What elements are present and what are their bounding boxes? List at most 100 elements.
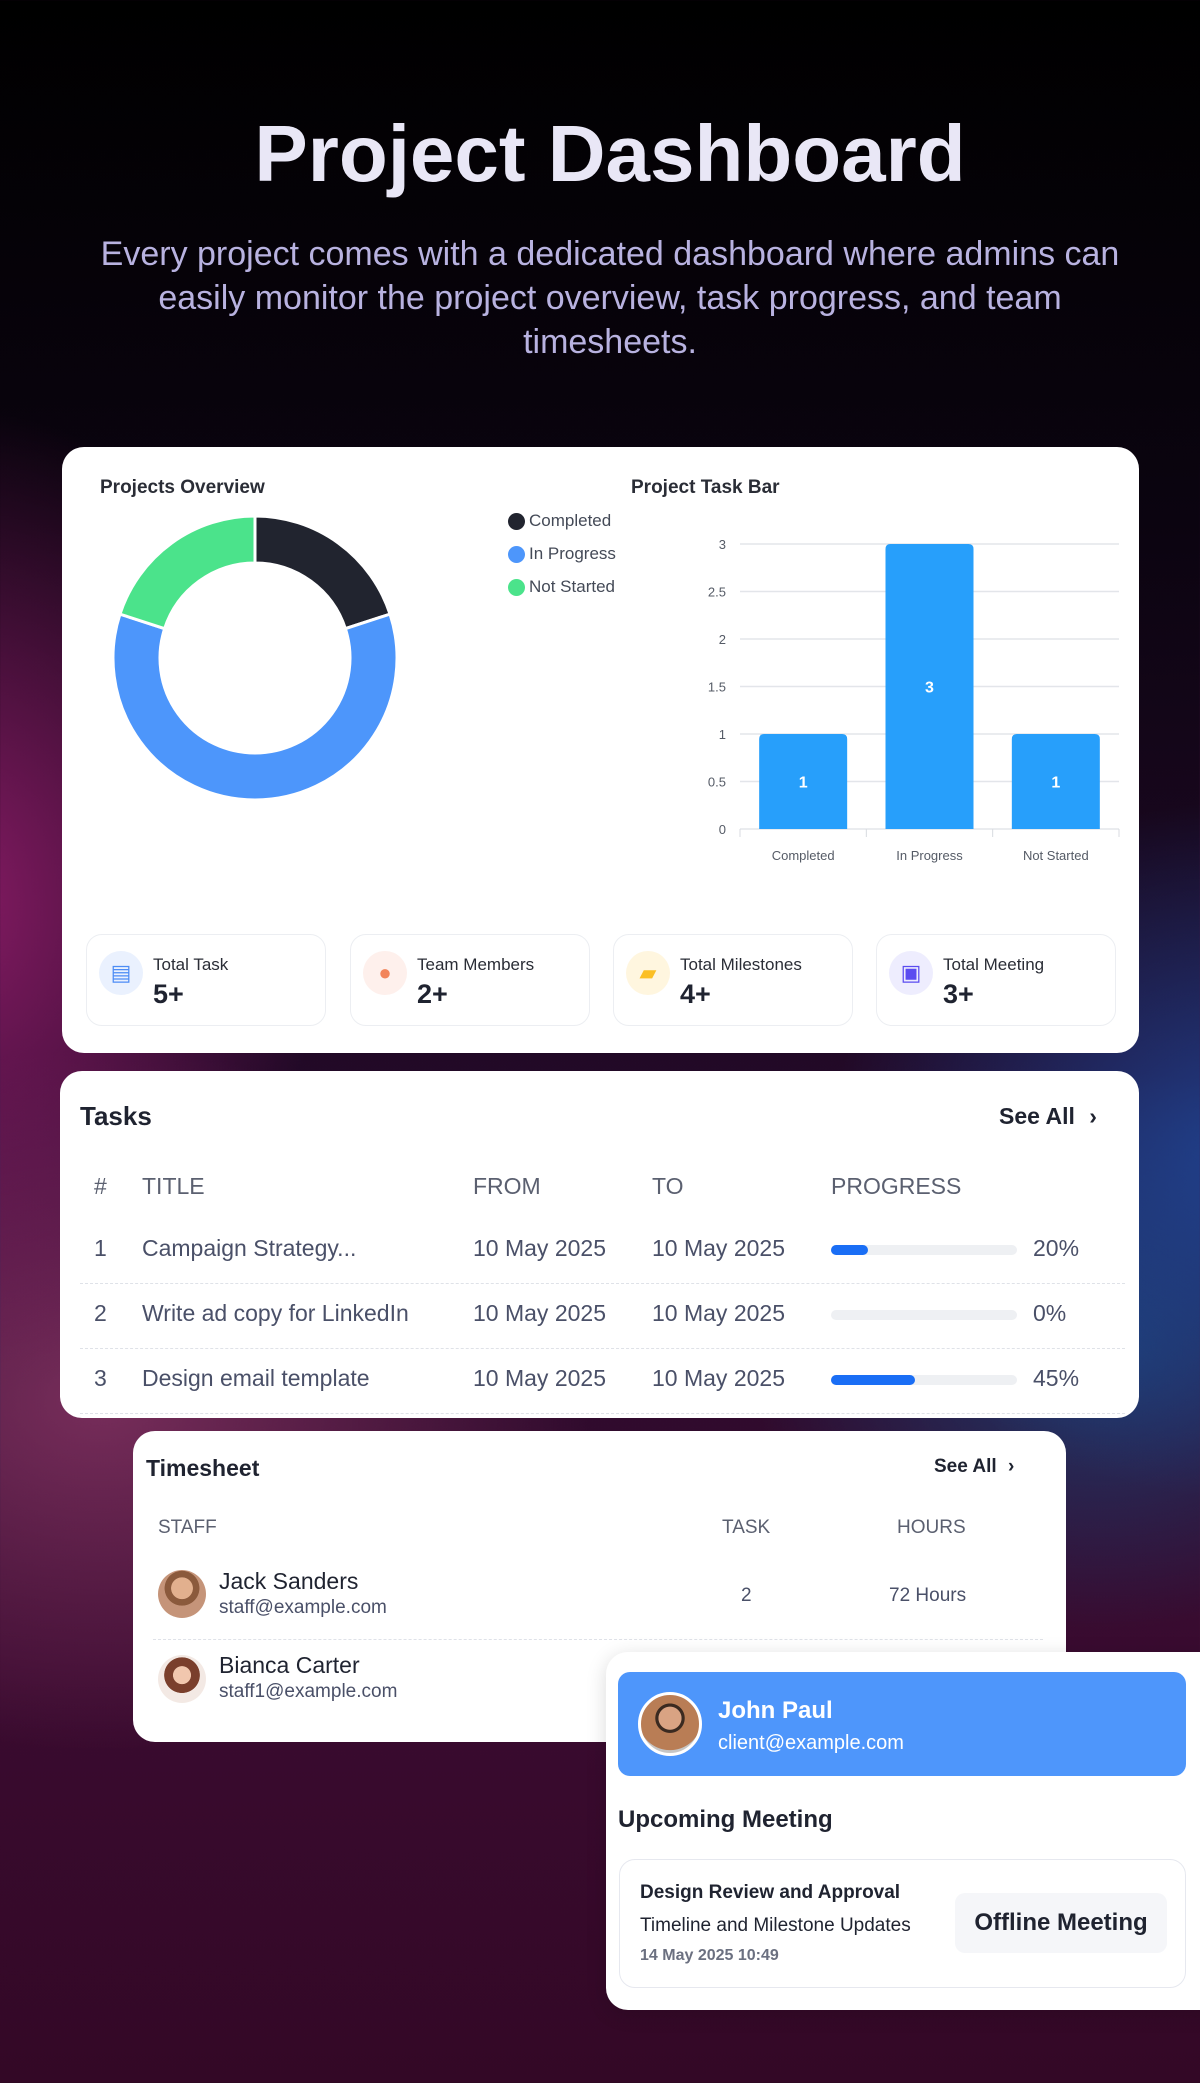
donut-slice-in-progress[interactable]: [111, 612, 399, 802]
tasks-title: Tasks: [80, 1101, 152, 1131]
document-icon: ▤: [99, 951, 143, 995]
progress-percent: 45%: [1033, 1365, 1080, 1391]
chevron-right-icon: ›: [1089, 1103, 1097, 1129]
task-title[interactable]: Design email template: [142, 1365, 370, 1391]
progress-percent: 0%: [1033, 1300, 1067, 1326]
upcoming-meeting-heading: Upcoming Meeting: [618, 1806, 833, 1833]
legend-dot: [508, 545, 525, 563]
timesheet-title: Timesheet: [146, 1455, 260, 1481]
y-tick-label: 1.5: [708, 680, 726, 695]
progress-fill: [831, 1245, 869, 1255]
task-from: 10 May 2025: [473, 1365, 606, 1391]
bar-chart-title: Project Task Bar: [631, 477, 780, 498]
legend-label: Completed: [529, 511, 612, 530]
col-staff: STAFF: [158, 1517, 217, 1538]
meeting-card: John Paul client@example.com Upcoming Me…: [606, 1652, 1200, 2010]
stat-value: 2+: [417, 979, 448, 1009]
task-to: 10 May 2025: [652, 1365, 785, 1391]
legend-dot: [508, 512, 525, 530]
stat-label: Total Milestones: [680, 955, 802, 974]
legend-label: In Progress: [529, 544, 616, 563]
donut-title: Projects Overview: [100, 477, 265, 498]
stat-card[interactable]: ▤ Total Task 5+: [86, 934, 326, 1026]
stat-card[interactable]: ● Team Members 2+: [350, 934, 590, 1026]
tasks-col-header: TO: [652, 1173, 684, 1199]
progress-bar: [831, 1310, 1017, 1320]
donut-slice-not-started[interactable]: [118, 514, 257, 631]
x-tick-label: Completed: [772, 848, 835, 863]
donut-slice-completed[interactable]: [253, 514, 392, 631]
bag-icon: ▰: [626, 951, 670, 995]
staff-email: staff@example.com: [219, 1597, 387, 1618]
bar-not-started[interactable]: [1011, 734, 1100, 829]
task-from: 10 May 2025: [473, 1300, 606, 1326]
legend-in-progress[interactable]: In Progress: [508, 544, 616, 564]
stat-label: Total Meeting: [943, 955, 1045, 974]
row-divider: [80, 1283, 1125, 1284]
stat-label: Team Members: [417, 955, 535, 974]
task-number: 1: [94, 1235, 107, 1261]
stat-label: Total Task: [153, 955, 229, 974]
client-banner[interactable]: John Paul client@example.com: [618, 1672, 1186, 1776]
legend-not-started[interactable]: Not Started: [508, 577, 615, 597]
row-divider: [80, 1413, 1125, 1414]
y-tick-label: 2: [719, 632, 726, 647]
progress-fill: [831, 1375, 915, 1385]
see-all-label: See All: [999, 1103, 1075, 1129]
staff-email: staff1@example.com: [219, 1681, 398, 1702]
progress-bar: [831, 1375, 1017, 1385]
bar-data-label: 3: [925, 680, 934, 697]
bar-in-progress[interactable]: [885, 544, 974, 829]
stat-card[interactable]: ▣ Total Meeting 3+: [876, 934, 1116, 1026]
progress-percent: 20%: [1033, 1235, 1080, 1261]
bar-completed[interactable]: [759, 734, 848, 829]
task-from: 10 May 2025: [473, 1235, 606, 1261]
col-task: TASK: [722, 1517, 771, 1538]
stat-value: 3+: [943, 979, 974, 1009]
y-tick-label: 0: [719, 822, 726, 837]
see-all-label: See All: [934, 1456, 997, 1477]
client-avatar: [638, 1692, 702, 1756]
timesheet-see-all-link[interactable]: See All ›: [934, 1456, 1014, 1478]
bar-data-label: 1: [799, 775, 808, 792]
briefcase-icon: ▣: [889, 951, 933, 995]
y-tick-label: 2.5: [708, 585, 726, 600]
row-divider: [80, 1348, 1125, 1349]
tasks-col-header: #: [94, 1173, 107, 1199]
bar-data-label: 1: [1051, 775, 1060, 792]
task-count: 2: [741, 1585, 752, 1606]
stat-card[interactable]: ▰ Total Milestones 4+: [613, 934, 853, 1026]
legend-dot: [508, 578, 525, 596]
tasks-col-header: TITLE: [142, 1173, 205, 1199]
task-number: 2: [94, 1300, 107, 1326]
stat-value: 4+: [680, 979, 711, 1009]
staff-name: Jack Sanders: [219, 1568, 359, 1594]
task-title[interactable]: Write ad copy for LinkedIn: [142, 1300, 409, 1326]
meeting-agenda: Timeline and Milestone Updates: [640, 1915, 911, 1936]
donut-chart: [111, 514, 399, 802]
x-tick-label: In Progress: [896, 848, 963, 863]
tasks-col-header: PROGRESS: [831, 1173, 962, 1199]
meeting-datetime: 14 May 2025 10:49: [640, 1947, 779, 1964]
x-tick-label: Not Started: [1023, 848, 1089, 863]
task-to: 10 May 2025: [652, 1235, 785, 1261]
bar-chart: 0 0.5 1 1.5 2 2.5 3 1 Completed 3 In Progress 1 Not …: [708, 537, 1120, 863]
timesheet-card: Timesheet See All › STAFF TASK HOURS Jac…: [133, 1431, 1066, 1742]
legend-completed[interactable]: Completed: [508, 511, 611, 531]
y-tick-label: 3: [719, 537, 726, 552]
client-email: client@example.com: [718, 1732, 904, 1754]
y-tick-label: 1: [719, 727, 726, 742]
avatar: [158, 1655, 206, 1703]
progress-bar: [831, 1245, 1017, 1255]
task-title[interactable]: Campaign Strategy...: [142, 1235, 357, 1261]
staff-name: Bianca Carter: [219, 1652, 360, 1678]
y-tick-label: 0.5: [708, 775, 726, 790]
tasks-see-all-link[interactable]: See All ›: [999, 1103, 1097, 1130]
col-hours: HOURS: [897, 1517, 966, 1538]
meeting-title: Design Review and Approval: [640, 1882, 901, 1903]
avatar: [158, 1570, 206, 1618]
tasks-col-header: FROM: [473, 1173, 541, 1199]
row-divider: [153, 1639, 1043, 1640]
meeting-type-badge[interactable]: Offline Meeting: [955, 1893, 1167, 1953]
meeting-item[interactable]: Design Review and Approval Timeline and …: [619, 1859, 1186, 1988]
